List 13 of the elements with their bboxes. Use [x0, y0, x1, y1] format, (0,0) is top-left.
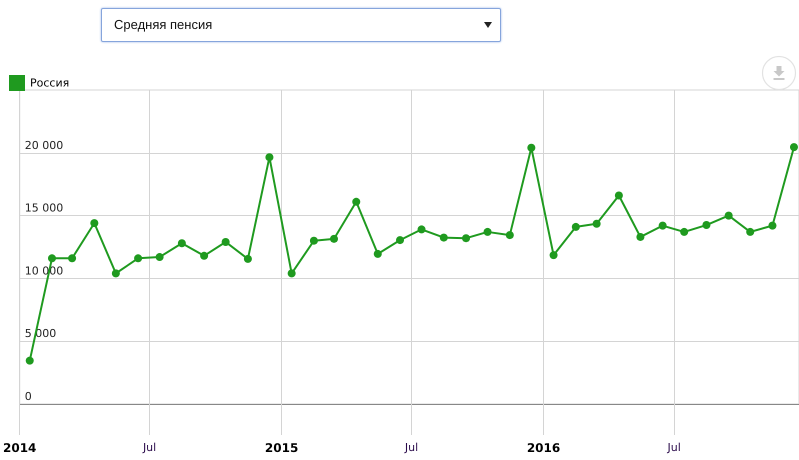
chart-title: Средняя пенсия: [114, 17, 212, 32]
x-tick-label: Jul: [142, 441, 156, 454]
dropdown-field: Средняя пенсия: [101, 8, 501, 42]
y-tick-label: 0: [24, 390, 32, 403]
x-tick-label: 2014: [2, 441, 36, 455]
x-tick-label: Jul: [666, 441, 681, 454]
x-tick-label: 2015: [264, 441, 298, 455]
x-tick-label: 2016: [526, 441, 560, 455]
legend-label: Россия: [30, 76, 70, 90]
x-tick-label: Jul: [404, 441, 418, 454]
y-tick-label: 5 000: [24, 327, 56, 340]
y-tick-label: 15 000: [24, 202, 64, 215]
y-tick-label: 20 000: [24, 138, 64, 152]
